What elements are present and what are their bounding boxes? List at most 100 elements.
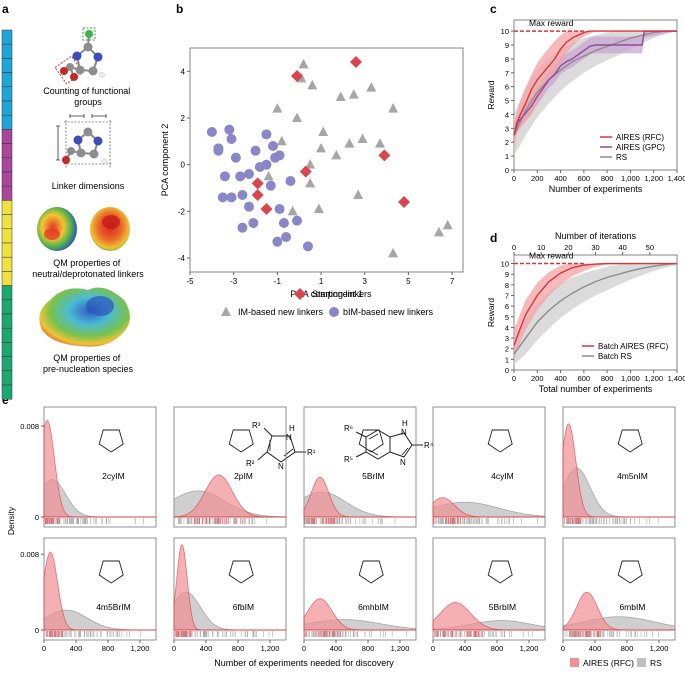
starting-linker-point bbox=[349, 56, 362, 68]
x-tick-label: 0 bbox=[431, 644, 435, 653]
x-axis-label: Total number of experiments bbox=[539, 384, 653, 394]
caption-qm-pre-nucleation: QM properties of pre-nucleation species bbox=[43, 353, 134, 374]
x-tick-label: -1 bbox=[274, 277, 282, 286]
feature-cell bbox=[1, 242, 13, 258]
bim-n1: N bbox=[401, 428, 407, 437]
feature-cell bbox=[1, 143, 13, 159]
caption-linker-dimensions: Linker dimensions bbox=[52, 181, 125, 191]
feature-cell bbox=[1, 228, 13, 244]
linker-name: 2pIM bbox=[234, 471, 253, 481]
im-linker-point bbox=[353, 189, 364, 199]
max-reward-label: Max reward bbox=[529, 18, 574, 28]
x-tick-label: 0 bbox=[302, 644, 306, 653]
legend-starting-label: Starting linkers bbox=[312, 289, 372, 299]
x-tick-label: 800 bbox=[232, 644, 245, 653]
im-r3: R³ bbox=[252, 421, 261, 430]
linker-name: 4cyIM bbox=[491, 471, 514, 481]
y-tick-label: 10 bbox=[501, 260, 509, 269]
feature-category-bar bbox=[1, 29, 13, 400]
deprotonated-linker-esp-icon bbox=[90, 207, 130, 251]
bim-r4: R⁴ bbox=[424, 441, 434, 450]
bim-r6: R⁶ bbox=[344, 424, 353, 433]
density-panel-frame bbox=[173, 406, 287, 528]
y-tick-label: 2 bbox=[181, 114, 186, 123]
functional-group-molecule-icon bbox=[54, 27, 105, 85]
feature-cell bbox=[1, 327, 13, 343]
x-tick-label: 0 bbox=[512, 374, 516, 383]
x-tick-label: 600 bbox=[578, 374, 591, 383]
y-tick-label: 8 bbox=[505, 55, 509, 64]
feature-cell bbox=[1, 114, 13, 130]
y-tick-label: 6 bbox=[505, 302, 509, 311]
bim-linker-point bbox=[261, 159, 272, 170]
im-linker-point bbox=[331, 149, 342, 160]
bim-linker-point bbox=[272, 236, 283, 247]
bim-linker-point bbox=[267, 141, 278, 151]
legend-bim-marker bbox=[329, 307, 339, 317]
im-h: H bbox=[289, 424, 295, 433]
x-tick-label: 5 bbox=[406, 277, 411, 286]
legend-label: AIRES (RFC) bbox=[616, 133, 664, 142]
y-axis-label: Reward bbox=[486, 80, 496, 110]
bim-linker-point bbox=[285, 176, 296, 186]
x-tick-label: 0 bbox=[512, 174, 516, 183]
x-tick-label: 0 bbox=[172, 644, 176, 653]
legend-aires-swatch bbox=[570, 658, 579, 667]
series-line bbox=[513, 30, 677, 136]
y-tick-label: 2 bbox=[505, 345, 509, 354]
im-linker-point bbox=[433, 226, 444, 237]
im-linker-point bbox=[357, 133, 368, 143]
im-structure: R³ R¹ R² N H N bbox=[246, 421, 316, 471]
starting-linker-point bbox=[251, 177, 264, 190]
panel-letter-b: b bbox=[176, 2, 183, 16]
density-panel-frame bbox=[173, 537, 287, 641]
legend-rs-label: RS bbox=[650, 658, 662, 668]
y-tick-label: 0 bbox=[505, 366, 509, 375]
feature-cell bbox=[1, 129, 13, 144]
x-tick-label: 0 bbox=[561, 644, 565, 653]
neutral-linker-esp-icon bbox=[37, 207, 77, 251]
legend-label: Batch AIRES (RFC) bbox=[598, 342, 669, 351]
im-r1: R¹ bbox=[307, 448, 316, 457]
im-linker-point bbox=[305, 177, 316, 188]
x-tick-label: 1 bbox=[319, 277, 324, 286]
y-tick-label: 4 bbox=[505, 110, 509, 119]
x-tick-label: 1,200 bbox=[131, 644, 150, 653]
x-tick-label: 600 bbox=[578, 174, 591, 183]
x-tick-label: 400 bbox=[70, 644, 83, 653]
y-tick-label: 1 bbox=[505, 152, 509, 161]
x-tick-label: 200 bbox=[531, 374, 544, 383]
pca-legend: Starting linkers IM-based new linkers bIM-… bbox=[221, 288, 434, 317]
x-tick-label: 3 bbox=[362, 277, 367, 286]
legend-label: RS bbox=[616, 153, 627, 162]
y-tick-label: 0 bbox=[505, 166, 509, 175]
x-tick-label: 800 bbox=[491, 644, 504, 653]
y-tick-label: 4 bbox=[505, 323, 509, 332]
x-tick-label: 800 bbox=[362, 644, 375, 653]
im-linker-point bbox=[316, 142, 327, 153]
im-linker-point bbox=[335, 91, 346, 101]
density-panel-frame bbox=[303, 406, 417, 528]
bim-linker-point bbox=[292, 215, 303, 226]
confidence-band bbox=[514, 31, 677, 143]
im-linker-point bbox=[313, 203, 324, 213]
x-tick-label: 1,200 bbox=[391, 644, 410, 653]
x-tick-label: 400 bbox=[330, 644, 343, 653]
x-tick-label: 7 bbox=[450, 277, 455, 286]
feature-cell bbox=[1, 72, 13, 88]
bim-linker-point bbox=[217, 192, 228, 203]
legend-rs-swatch bbox=[637, 658, 646, 667]
im-n3: N bbox=[278, 462, 284, 471]
max-reward-label: Max reward bbox=[529, 251, 574, 261]
density-panel-frame bbox=[303, 537, 417, 641]
feature-cell bbox=[1, 29, 13, 45]
y-tick-label: -2 bbox=[178, 207, 186, 216]
panel-letter-c: c bbox=[490, 2, 497, 16]
im-linker-point bbox=[305, 159, 316, 169]
bim-linker-point bbox=[302, 241, 313, 252]
linker-ring-icon bbox=[358, 429, 384, 453]
x-tick-label: 1,200 bbox=[644, 374, 663, 383]
x-axis-label: Number of experiments bbox=[549, 184, 643, 194]
x-tick-label: 0 bbox=[42, 644, 46, 653]
aires-density-area bbox=[43, 551, 156, 631]
